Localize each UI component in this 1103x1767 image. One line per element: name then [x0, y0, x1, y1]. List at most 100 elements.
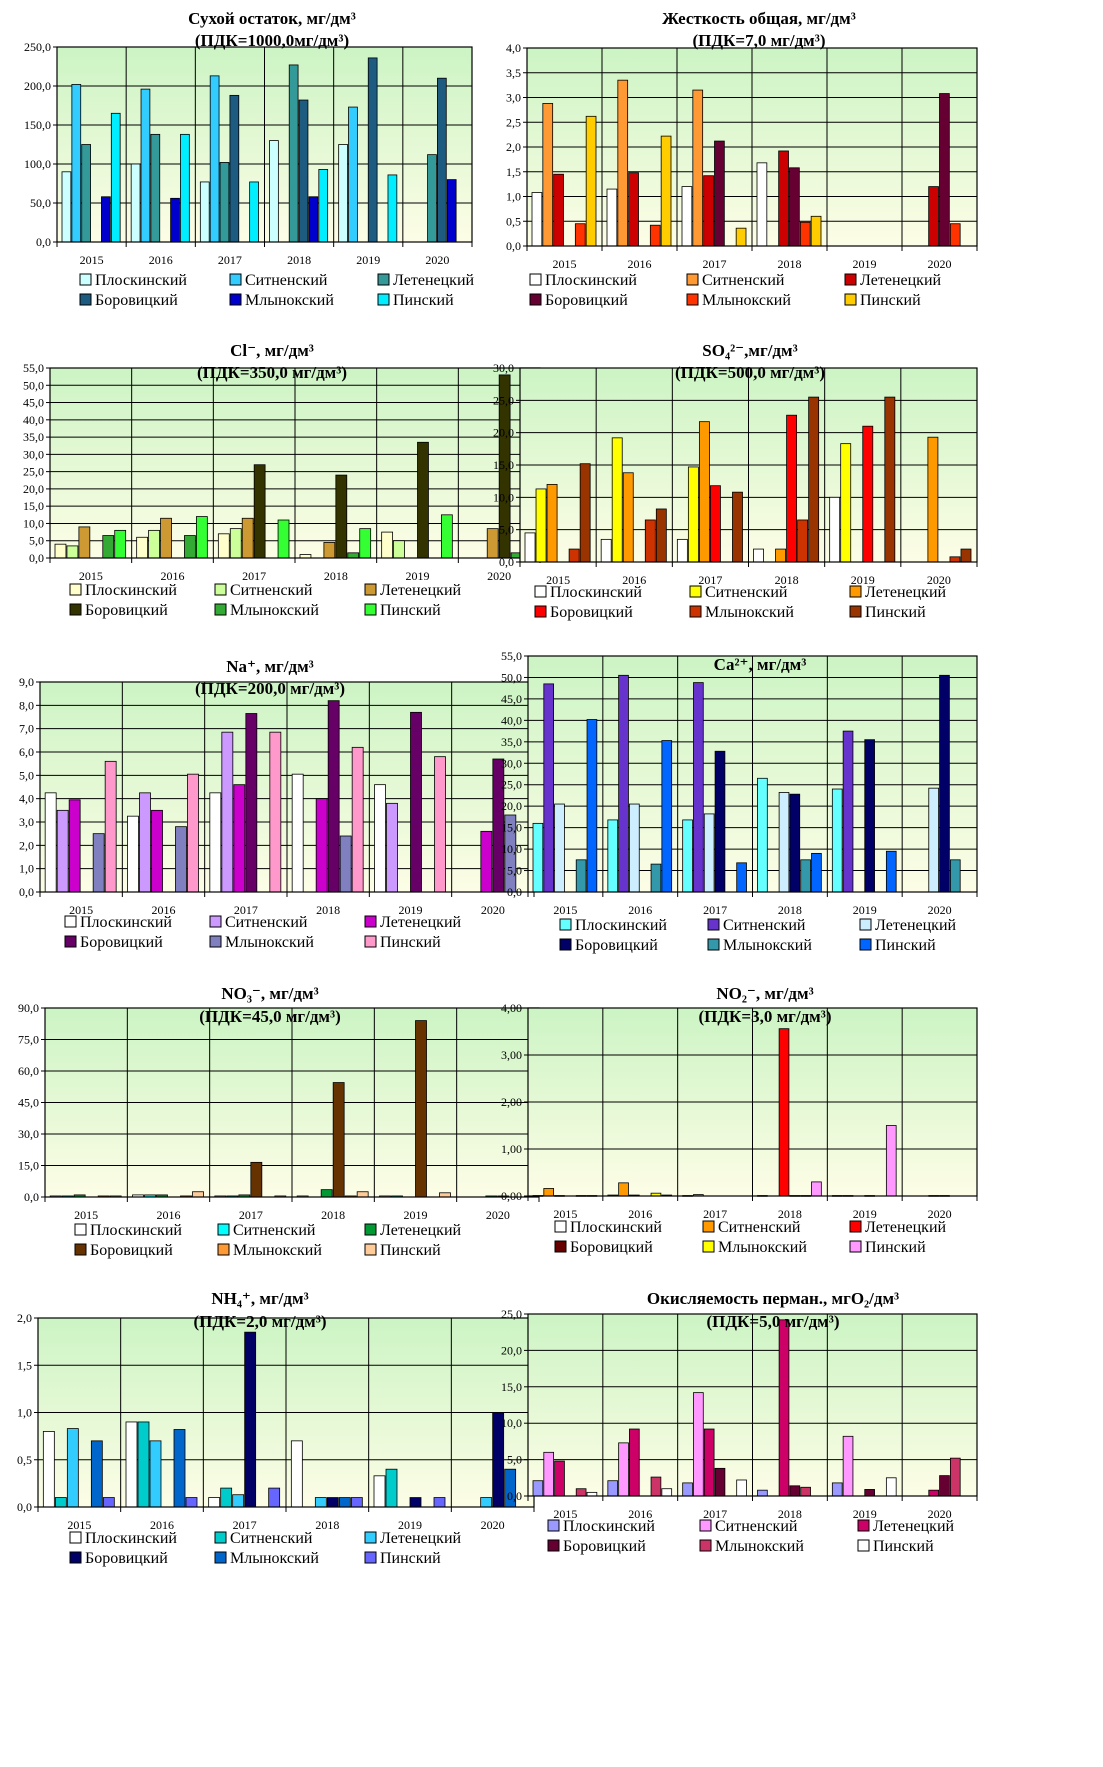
- y-tick-label: 30,0: [493, 361, 514, 375]
- y-tick-label: 200,0: [24, 79, 51, 93]
- bar-2-0: [78, 526, 91, 559]
- bar-2-2: [233, 784, 246, 893]
- x-tick-label: 2017: [703, 257, 727, 271]
- bar-2-2: [703, 1428, 715, 1497]
- x-tick-label: 2016: [157, 1208, 181, 1222]
- legend-label: Летенецкий: [875, 917, 957, 934]
- bar-4-0: [568, 548, 580, 563]
- legend-swatch: [229, 273, 242, 286]
- legend-label: Млынокский: [225, 934, 314, 951]
- y-tick-label: 4,0: [19, 792, 34, 806]
- y-tick-label: 90,0: [18, 1001, 39, 1015]
- plot-frame: [526, 47, 978, 247]
- y-tick-label: 4,00: [501, 1001, 522, 1015]
- bar-5-3: [810, 215, 822, 247]
- legend-label: Летенецкий: [860, 272, 942, 289]
- legend-label: Плоскинский: [545, 272, 637, 289]
- x-tick-label: 2016: [161, 569, 185, 583]
- y-tick-label: 60,0: [18, 1064, 39, 1078]
- legend-swatch: [229, 293, 242, 306]
- legend-label: Боровицкий: [90, 1242, 173, 1259]
- bar-5-1: [187, 773, 199, 893]
- legend-label: Пинский: [380, 934, 441, 951]
- bar-4-3: [800, 859, 811, 893]
- bar-5-1: [660, 135, 672, 247]
- bar-3-4: [410, 711, 422, 893]
- chart-subtitle: (ПДК=3,0 мг/дм³): [698, 1007, 831, 1026]
- bar-5-2: [735, 227, 747, 247]
- bar-0-1: [606, 188, 618, 247]
- y-tick-label: 45,0: [23, 396, 44, 410]
- legend-label: Плоскинский: [563, 1518, 655, 1535]
- legend-swatch: [534, 605, 547, 618]
- legend-swatch: [364, 583, 377, 596]
- chart-subtitle: (ПДК=350,0 мг/дм³): [197, 363, 347, 382]
- bar-5-4: [884, 396, 896, 563]
- legend-swatch: [702, 1220, 715, 1233]
- bar-2-5: [486, 528, 499, 559]
- bar-3-3: [789, 167, 800, 247]
- y-tick-label: 2,0: [506, 140, 521, 154]
- legend-label: Летенецкий: [865, 584, 947, 601]
- x-tick-label: 2015: [79, 569, 103, 583]
- bar-2-3: [775, 548, 786, 563]
- bar-0-2: [209, 792, 222, 893]
- x-tick-label: 2018: [315, 1518, 339, 1532]
- bar-5-3: [350, 1497, 363, 1508]
- legend-swatch: [857, 1539, 870, 1552]
- chart-oxidizability: 0,0 5,0 10,0 15,0 20,0 25,0 2015 2016 2017 2018 20…: [501, 1289, 1103, 1767]
- chart-title: Na⁺, мг/дм³: [226, 657, 314, 676]
- bar-0-1: [607, 1480, 619, 1497]
- bar-1-0: [543, 1188, 555, 1197]
- chart-subtitle: (ПДК=45,0 мг/дм³): [199, 1007, 341, 1026]
- bar-1-0: [543, 1451, 555, 1497]
- bar-3-3: [327, 700, 340, 893]
- y-tick-label: 2,5: [506, 115, 521, 129]
- plot-frame: [527, 1313, 978, 1497]
- y-tick-label: 15,0: [501, 1380, 522, 1394]
- chart-title: Жесткость общая, мг/дм³: [662, 9, 856, 28]
- bar-5-4: [387, 174, 398, 243]
- bar-5-4: [439, 1192, 451, 1198]
- legend-label: Плоскинский: [80, 914, 172, 931]
- bar-0-0: [532, 1480, 544, 1497]
- plot-frame: [56, 46, 473, 243]
- bar-4-5: [949, 556, 961, 563]
- legend-swatch: [554, 1240, 567, 1253]
- bar-1-1: [618, 1442, 629, 1497]
- bar-0-1: [136, 536, 149, 559]
- chart-title: NO₂⁻, мг/дм³: [716, 984, 813, 1003]
- bar-2-3: [314, 1497, 327, 1508]
- x-tick-label: 2020: [486, 1208, 510, 1222]
- y-tick-label: 50,0: [30, 196, 51, 210]
- legend-swatch: [209, 935, 222, 948]
- bar-4-0: [90, 1440, 103, 1508]
- legend-swatch: [79, 293, 92, 306]
- x-tick-label: 2020: [928, 1507, 952, 1521]
- legend-swatch: [849, 585, 862, 598]
- bar-0-0: [61, 171, 72, 243]
- y-tick-label: 15,0: [23, 499, 44, 513]
- y-tick-label: 5,0: [499, 523, 514, 537]
- bar-3-3: [786, 414, 798, 563]
- y-tick-label: 1,5: [506, 165, 521, 179]
- bar-5-4: [885, 1125, 897, 1197]
- legend-swatch: [364, 603, 377, 616]
- bar-2-2: [241, 517, 254, 559]
- bar-1-2: [209, 75, 220, 243]
- legend-label: Ситненский: [233, 1222, 316, 1239]
- bar-5-4: [433, 1497, 446, 1508]
- bar-0-0: [531, 192, 543, 247]
- bar-3-2: [244, 1331, 257, 1508]
- y-tick-label: 7,0: [19, 722, 34, 736]
- bar-5-2: [736, 862, 747, 893]
- bar-5-3: [808, 396, 820, 563]
- y-tick-label: 55,0: [501, 649, 522, 663]
- bar-4-3: [800, 1486, 811, 1497]
- plot-frame: [527, 655, 978, 893]
- bar-2-5: [928, 186, 939, 247]
- bar-5-0: [586, 719, 598, 893]
- y-tick-label: 0,0: [29, 551, 44, 565]
- bar-2-0: [554, 1460, 565, 1497]
- legend-label: Ситненский: [702, 272, 785, 289]
